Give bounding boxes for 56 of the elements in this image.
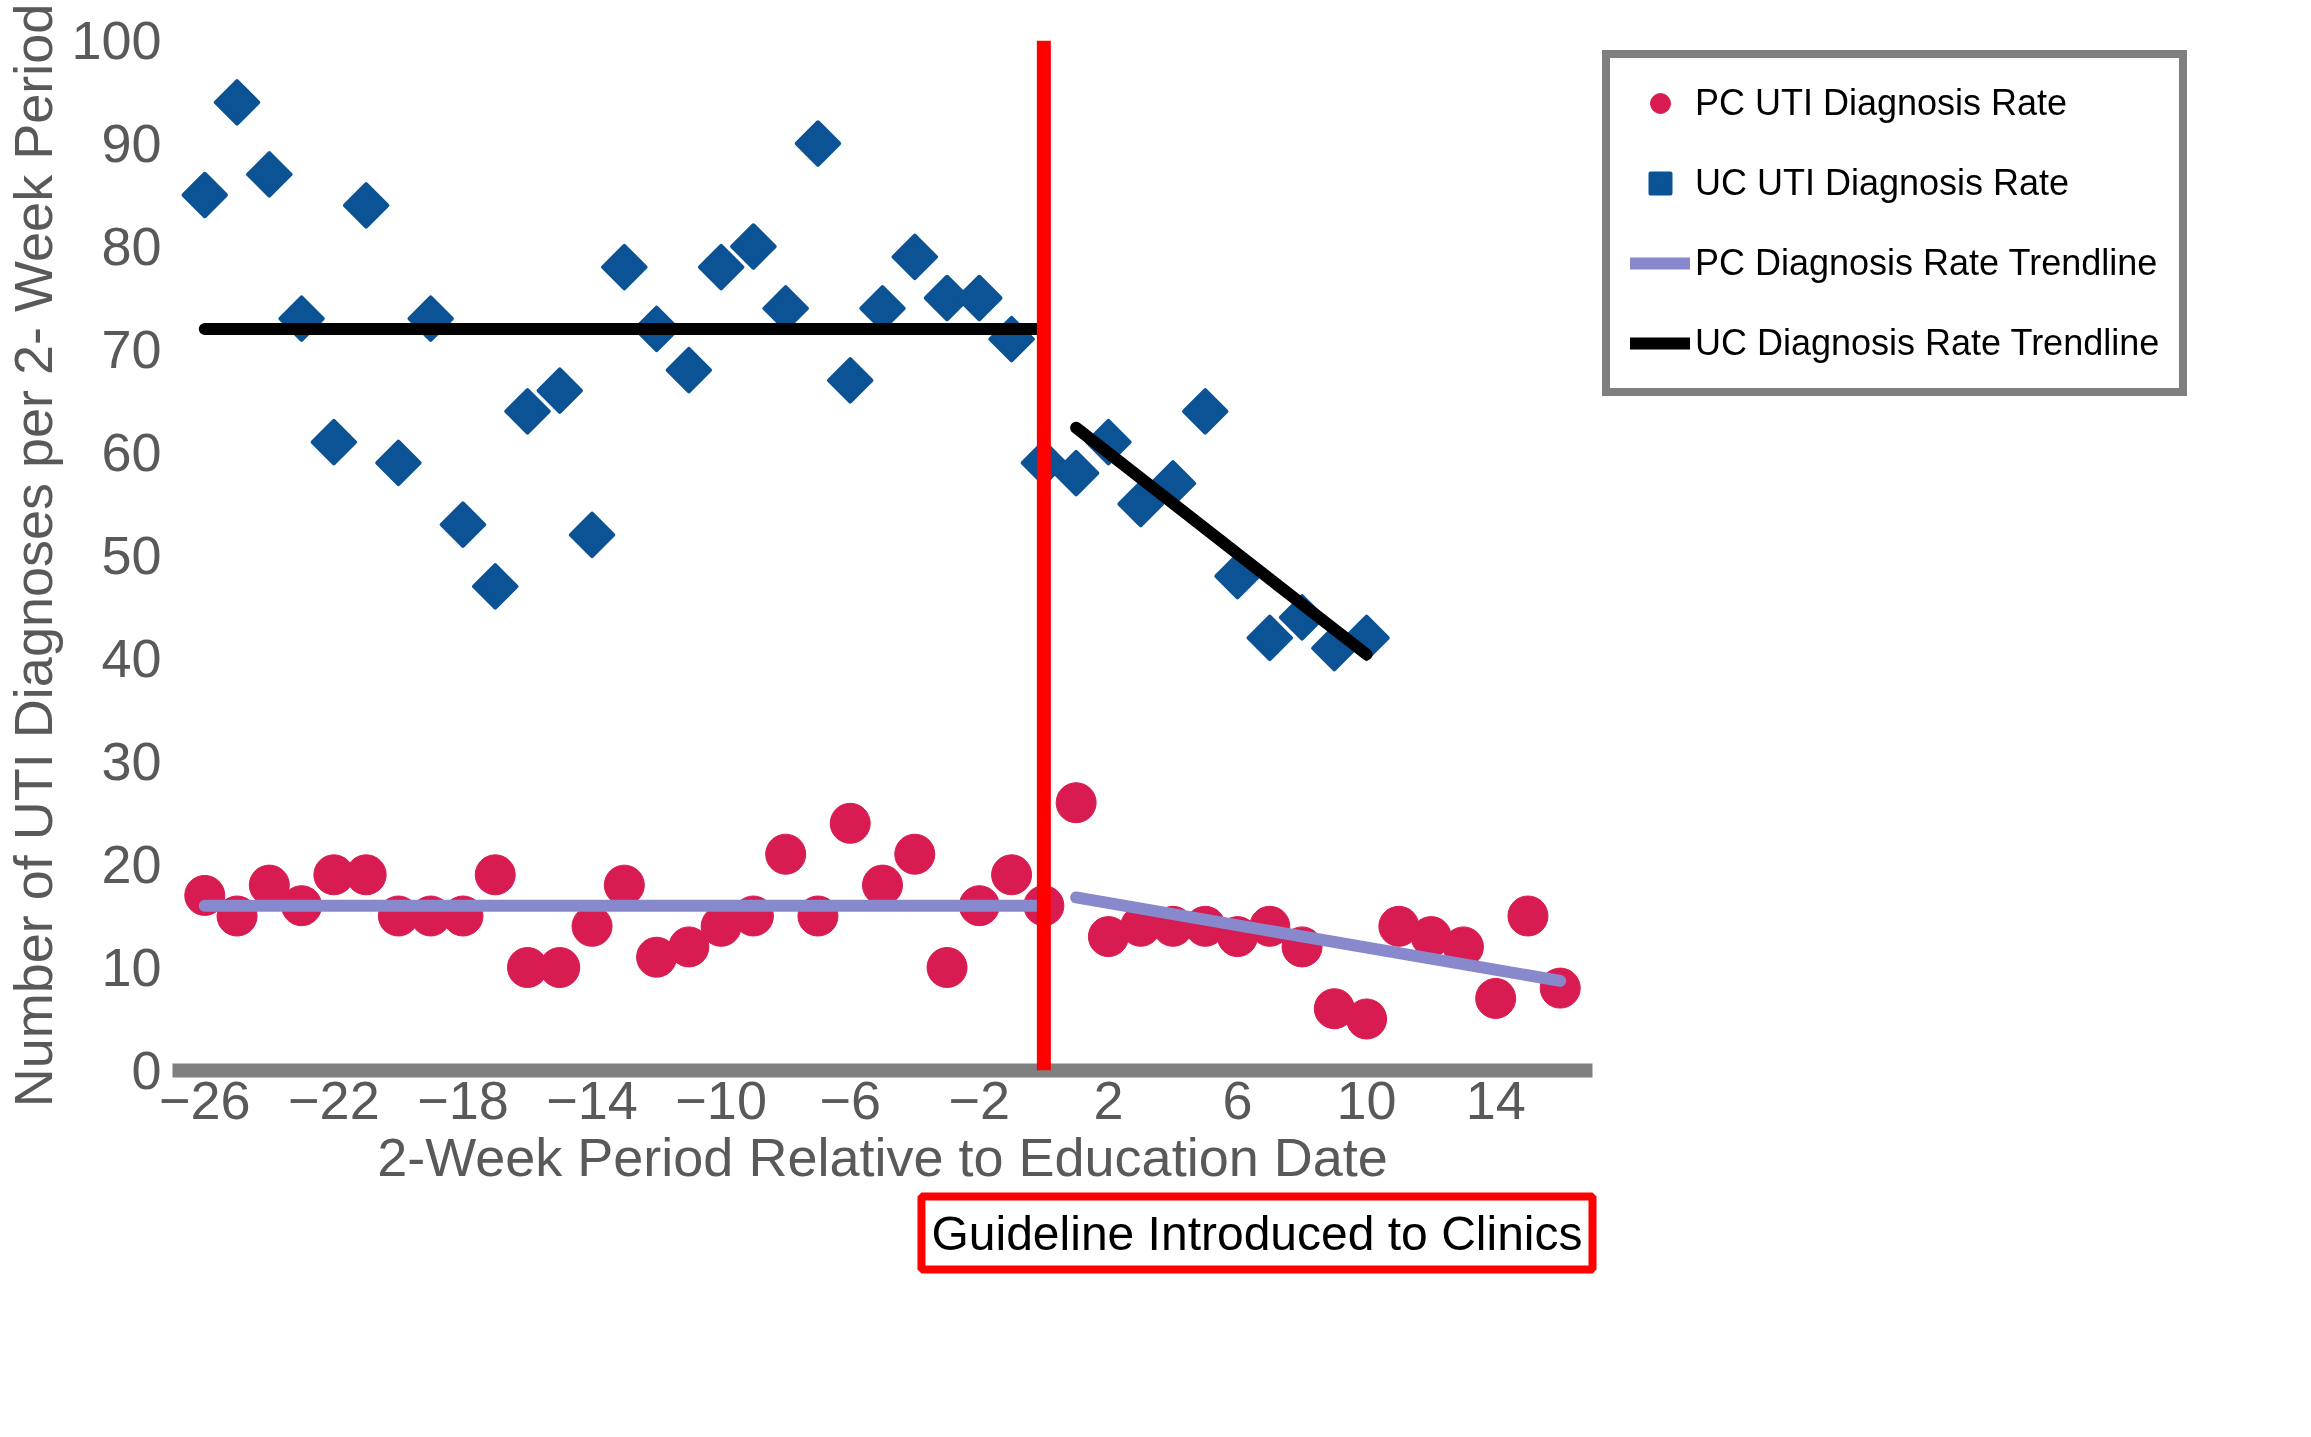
y-axis-title: Number of UTI Diagnoses per 2- Week Period <box>3 3 64 1108</box>
point <box>926 947 968 988</box>
point <box>636 936 678 978</box>
point <box>310 418 358 466</box>
point <box>1055 782 1097 824</box>
point <box>375 439 422 487</box>
point <box>730 223 777 270</box>
point <box>181 171 228 219</box>
point <box>472 563 519 610</box>
point <box>668 926 710 968</box>
point <box>504 388 551 435</box>
y-tick-label: 70 <box>101 319 162 379</box>
point <box>697 243 745 291</box>
point <box>1346 998 1388 1040</box>
x-tick-label: −22 <box>288 1069 380 1130</box>
y-tick-label: 30 <box>101 731 162 791</box>
point <box>1507 895 1549 937</box>
point <box>536 367 583 414</box>
x-tick-label: 14 <box>1465 1069 1526 1130</box>
point <box>829 802 871 844</box>
point <box>1475 977 1517 1019</box>
point <box>601 243 648 291</box>
point <box>342 182 390 229</box>
point <box>794 120 842 167</box>
point <box>891 233 938 281</box>
point <box>1182 388 1229 435</box>
point <box>568 511 616 559</box>
point <box>894 833 936 875</box>
point <box>1313 988 1355 1030</box>
y-tick-label: 90 <box>101 113 162 173</box>
y-tick-label: 20 <box>101 834 162 894</box>
y-tick-label: 50 <box>101 525 162 585</box>
point <box>1087 916 1129 958</box>
point <box>1378 905 1420 947</box>
point <box>1052 449 1100 497</box>
point <box>827 357 874 404</box>
y-tick-label: 0 <box>131 1040 162 1100</box>
text: Guideline Introduced to Clinics <box>931 1206 1583 1260</box>
legend-label: UC UTI Diagnosis Rate <box>1695 161 2070 205</box>
point <box>439 501 487 548</box>
point <box>474 854 516 896</box>
point <box>991 854 1033 896</box>
y-tick-label: 60 <box>101 422 162 482</box>
point <box>765 833 807 875</box>
y-tick-label: 80 <box>101 216 162 276</box>
legend-label: PC Diagnosis Rate Trendline <box>1695 241 2158 285</box>
legend-label: UC Diagnosis Rate Trendline <box>1695 321 2160 365</box>
legend-label: PC UTI Diagnosis Rate <box>1695 81 2068 125</box>
point <box>246 151 293 198</box>
point <box>1246 614 1293 662</box>
point <box>213 79 261 126</box>
y-tick-label: 10 <box>101 937 162 997</box>
y-tick-label: 40 <box>101 628 162 688</box>
point <box>665 346 713 394</box>
point <box>1117 480 1164 528</box>
y-tick-label: 100 <box>71 10 162 70</box>
